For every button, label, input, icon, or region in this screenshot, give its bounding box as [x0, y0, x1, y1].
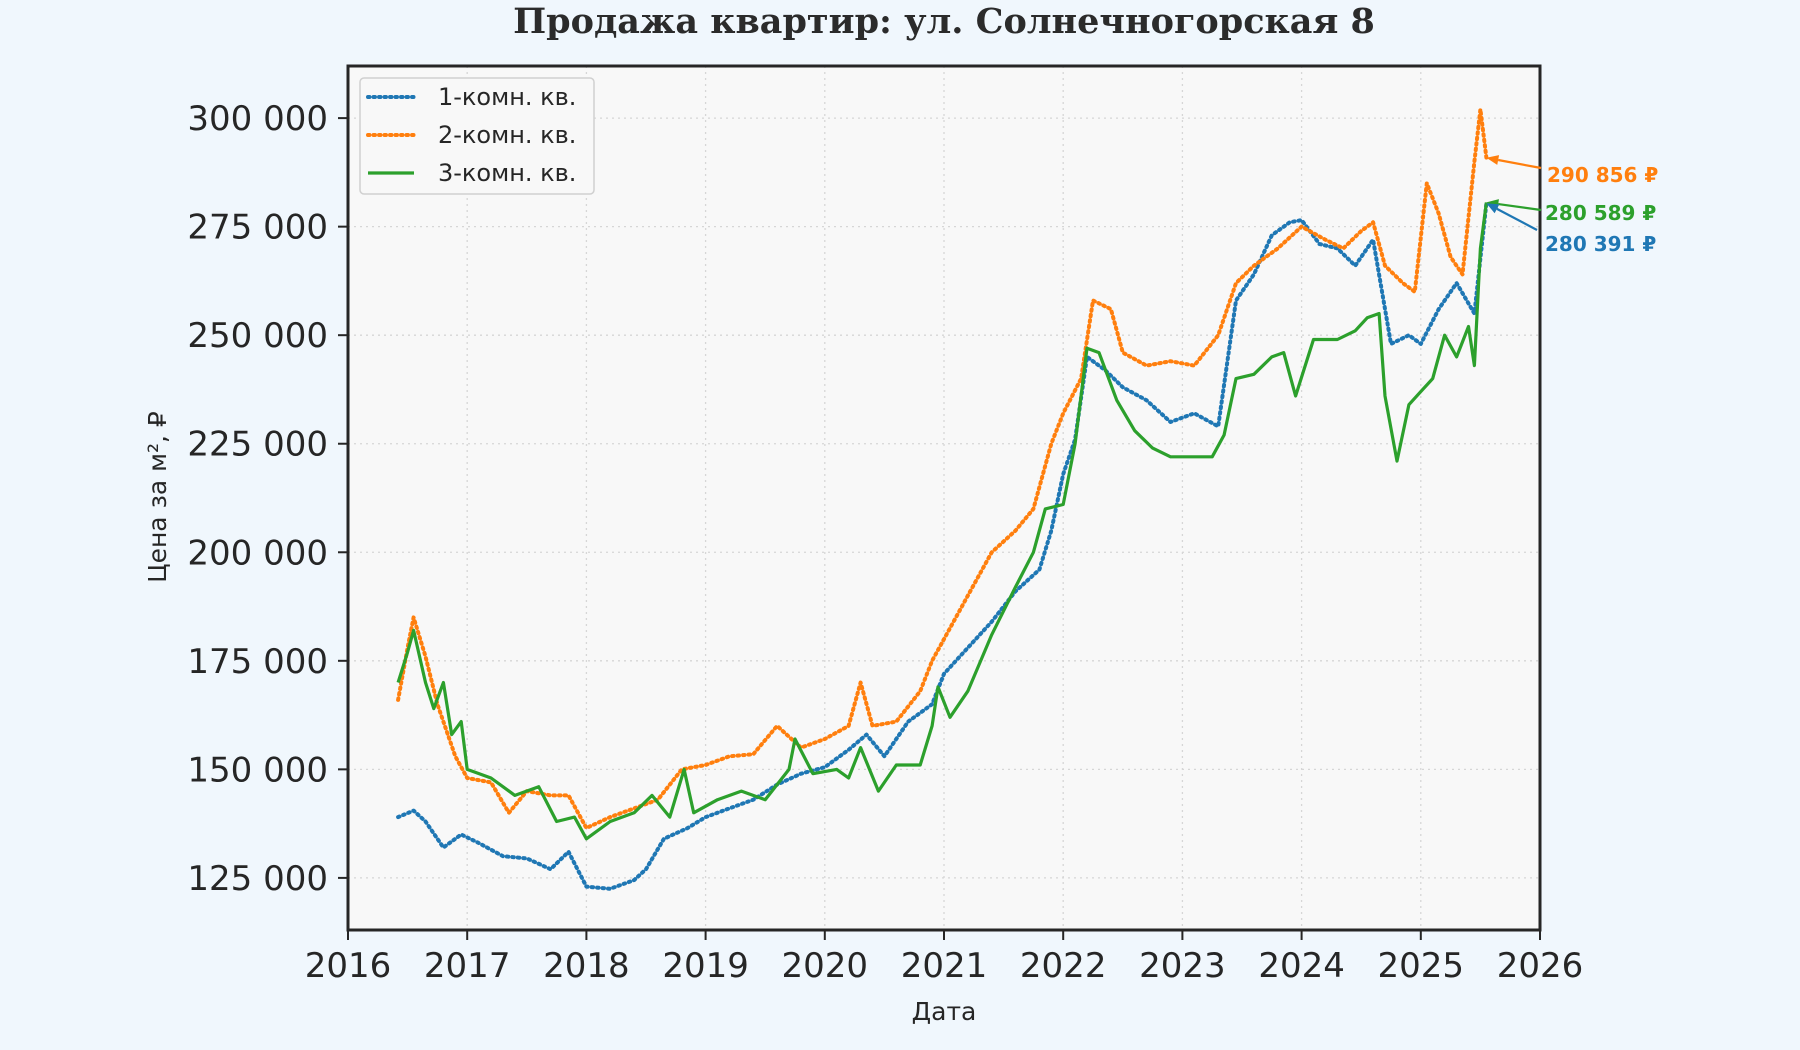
x-tick-label: 2022 — [1020, 946, 1107, 986]
y-axis-ticks: 125 000 150 000 175 000 200 000 225 000 250 0… — [187, 99, 348, 899]
y-tick-label: 225 000 — [187, 425, 328, 465]
x-axis-label: Дата — [912, 997, 977, 1026]
annotation-arrowhead — [1486, 203, 1500, 214]
legend-label-1: 1-комн. кв. — [438, 83, 576, 111]
annotations: 290 856 ₽ 280 589 ₽ 280 391 ₽ — [1486, 155, 1658, 256]
x-tick-label: 2021 — [901, 946, 988, 986]
x-tick-label: 2025 — [1378, 946, 1465, 986]
chart-title: Продажа квартир: ул. Солнечногорская 8 — [513, 1, 1375, 42]
y-axis-label: Цена за м², ₽ — [143, 411, 172, 583]
y-tick-label: 300 000 — [187, 99, 328, 139]
x-tick-label: 2019 — [662, 946, 749, 986]
annotation-label: 280 391 ₽ — [1545, 232, 1656, 256]
y-tick-label: 150 000 — [187, 750, 328, 790]
legend: 1-комн. кв. 2-комн. кв. 3-комн. кв. — [359, 77, 595, 195]
y-tick-label: 175 000 — [187, 642, 328, 682]
series-line-2 — [396, 107, 1489, 830]
y-tick-label: 125 000 — [187, 859, 328, 899]
annotation-arrowhead — [1486, 155, 1500, 165]
series-line-3 — [396, 202, 1488, 841]
x-tick-label: 2017 — [424, 946, 511, 986]
x-tick-label: 2023 — [1139, 946, 1226, 986]
annotation-label: 280 589 ₽ — [1545, 201, 1656, 225]
legend-label-3: 3-комн. кв. — [438, 159, 576, 187]
x-tick-label: 2020 — [782, 946, 869, 986]
y-tick-label: 200 000 — [187, 533, 328, 573]
annotation-arrow — [1496, 207, 1538, 231]
x-tick-label: 2018 — [543, 946, 630, 986]
annotation-arrow — [1497, 158, 1542, 170]
annotation-label: 290 856 ₽ — [1547, 163, 1658, 187]
x-tick-label: 2026 — [1497, 946, 1584, 986]
series-lines — [396, 107, 1489, 891]
series-line-1 — [396, 201, 1489, 891]
x-tick-label: 2016 — [305, 946, 392, 986]
y-tick-label: 250 000 — [187, 316, 328, 356]
x-axis-ticks: 2016 2017 2018 2019 2020 2021 2022 2023 2024 2025… — [305, 930, 1584, 986]
x-tick-label: 2024 — [1258, 946, 1345, 986]
legend-box — [359, 77, 595, 195]
annotation-arrow — [1498, 202, 1542, 212]
y-tick-label: 275 000 — [187, 208, 328, 248]
legend-label-2: 2-комн. кв. — [438, 121, 576, 149]
